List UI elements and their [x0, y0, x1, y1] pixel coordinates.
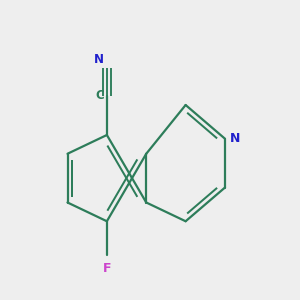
Text: C: C	[95, 89, 104, 102]
Text: N: N	[230, 132, 240, 145]
Text: N: N	[94, 53, 104, 66]
Text: F: F	[103, 262, 111, 275]
